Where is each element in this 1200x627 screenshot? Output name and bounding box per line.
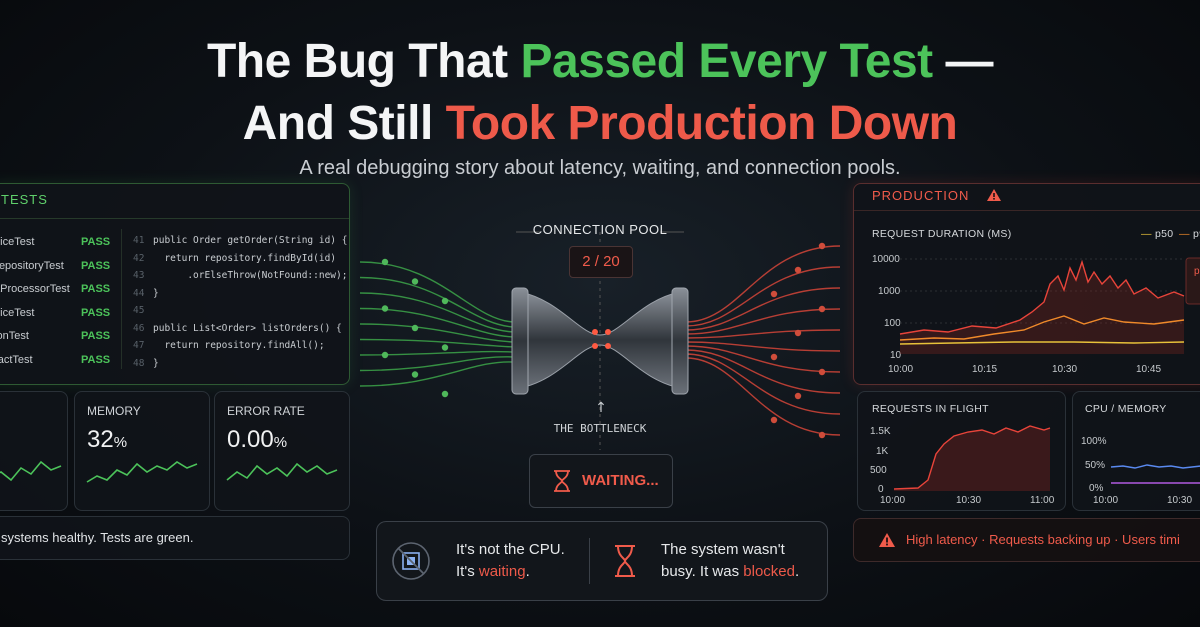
request-duration-label: REQUEST DURATION (MS) <box>872 228 1012 240</box>
error-rate-label: ERROR RATE <box>227 404 305 418</box>
x-tick: 11:00 <box>1030 495 1055 506</box>
bottleneck-label: THE BOTTLENECK <box>553 422 647 435</box>
y-tick: 1.5K <box>870 426 891 437</box>
x-tick: 10:15 <box>972 364 998 375</box>
test-name: tionTest <box>0 330 29 342</box>
sparkline <box>0 460 62 482</box>
headline-took-down: Took Production Down <box>445 97 958 150</box>
sparkline <box>226 462 338 481</box>
insight-right: The system wasn't busy. It was blocked. <box>661 541 800 580</box>
requests-in-flight-panel: REQUESTS IN FLIGHT 1.5K 1K 500 0 10:00 1… <box>857 391 1066 511</box>
legend-p50: — p50 <box>1141 228 1174 240</box>
warning-icon <box>879 533 895 547</box>
error-rate-value: 0.00% <box>227 426 288 453</box>
tests-header: TESTS <box>1 192 48 207</box>
headline-line-2: And Still Took Production Down <box>242 97 958 150</box>
connection-pool-counter: 2 / 20 <box>569 246 633 278</box>
metric-card-memory: MEMORY 32% <box>74 391 210 511</box>
test-name: tractTest <box>0 353 33 366</box>
test-status: PASS <box>81 306 111 319</box>
code-line: 44} <box>133 287 159 299</box>
test-status: PASS <box>81 353 111 366</box>
test-name: rviceTest <box>0 306 35 319</box>
cpu-crossed-icon <box>392 542 430 580</box>
hourglass-icon <box>554 470 570 492</box>
test-name: rviceTest <box>0 236 35 248</box>
x-tick: 10:00 <box>1093 495 1119 506</box>
production-panel: PRODUCTION REQUEST DURATION (MS) — p50 —… <box>853 183 1200 385</box>
x-tick: 10:45 <box>1136 364 1162 375</box>
headline-line-1: The Bug That Passed Every Test — <box>206 35 994 88</box>
test-status: PASS <box>81 259 111 272</box>
sparkline <box>86 461 198 483</box>
insight-left: It's not the CPU. It's waiting. <box>456 541 565 580</box>
x-tick: 10:30 <box>956 495 982 506</box>
x-tick: 10:00 <box>880 495 906 506</box>
cpu-memory-chart <box>1110 464 1200 484</box>
chart-tooltip: p <box>1194 266 1200 277</box>
divider <box>854 210 1200 211</box>
code-line: 42 return repository.findById(id) <box>133 252 337 264</box>
y-tick: 0% <box>1089 483 1104 494</box>
tests-panel: TESTS rviceTest PASS RepositoryTest PASS ntP… <box>0 183 350 385</box>
divider <box>589 538 590 584</box>
test-name: ntProcessorTest <box>0 283 70 295</box>
requests-in-flight-label: REQUESTS IN FLIGHT <box>872 403 989 415</box>
code-line: 43 .orElseThrow(NotFound::new); <box>133 270 348 281</box>
headline-passed: Passed Every Test <box>520 35 933 88</box>
test-name: RepositoryTest <box>0 259 64 272</box>
test-status: PASS <box>81 283 111 295</box>
insight-box: It's not the CPU. It's waiting. The syst… <box>376 521 828 601</box>
health-status-bar: systems healthy. Tests are green. <box>0 516 350 560</box>
code-line: 48} <box>133 357 159 369</box>
connection-pool-label: CONNECTION POOL <box>532 222 668 237</box>
code-line: 45 <box>133 305 145 316</box>
cpu-memory-label: CPU / MEMORY <box>1085 403 1167 415</box>
x-tick: 10:30 <box>1167 495 1193 506</box>
y-tick: 500 <box>870 465 887 476</box>
divider <box>121 229 122 369</box>
subtitle: A real debugging story about latency, wa… <box>299 157 901 179</box>
memory-label: MEMORY <box>87 404 141 418</box>
health-status-text: systems healthy. Tests are green. <box>1 530 194 545</box>
y-tick: 50% <box>1085 460 1106 471</box>
requests-in-flight-chart <box>893 425 1051 491</box>
x-tick: 10:00 <box>888 364 914 375</box>
y-tick: 1000 <box>878 286 901 297</box>
code-line: 47 return repository.findAll(); <box>133 340 325 351</box>
waiting-badge: WAITING... <box>529 454 673 508</box>
code-line: 46 public List<Order> listOrders() { <box>133 322 342 334</box>
waiting-text: WAITING... <box>582 472 659 489</box>
code-line: 41 public Order getOrder(String id) { <box>133 235 348 246</box>
production-header: PRODUCTION <box>872 188 1002 203</box>
alert-text: High latency · Requests backing up · Use… <box>906 532 1180 547</box>
y-tick: 10 <box>890 350 902 361</box>
alert-bar: High latency · Requests backing up · Use… <box>853 518 1200 562</box>
legend-p9: — p9 <box>1179 228 1200 240</box>
metric-card-error-rate: ERROR RATE 0.00% <box>214 391 350 511</box>
test-status: PASS <box>81 236 111 248</box>
request-duration-chart: p <box>899 257 1200 354</box>
y-tick: 1K <box>876 446 889 457</box>
metric-card-cpu <box>0 391 68 511</box>
memory-value: 32% <box>87 426 128 453</box>
divider <box>0 218 349 219</box>
y-tick: 100% <box>1081 436 1107 447</box>
test-status: PASS <box>81 330 111 342</box>
hourglass-icon <box>615 545 635 577</box>
y-tick: 10000 <box>872 254 900 265</box>
y-tick: 0 <box>878 484 884 495</box>
x-tick: 10:30 <box>1052 364 1078 375</box>
cpu-memory-panel: CPU / MEMORY 100% 50% 0% 10:00 10:30 <box>1072 391 1200 511</box>
warning-icon <box>987 189 1002 201</box>
y-tick: 100 <box>884 318 901 329</box>
